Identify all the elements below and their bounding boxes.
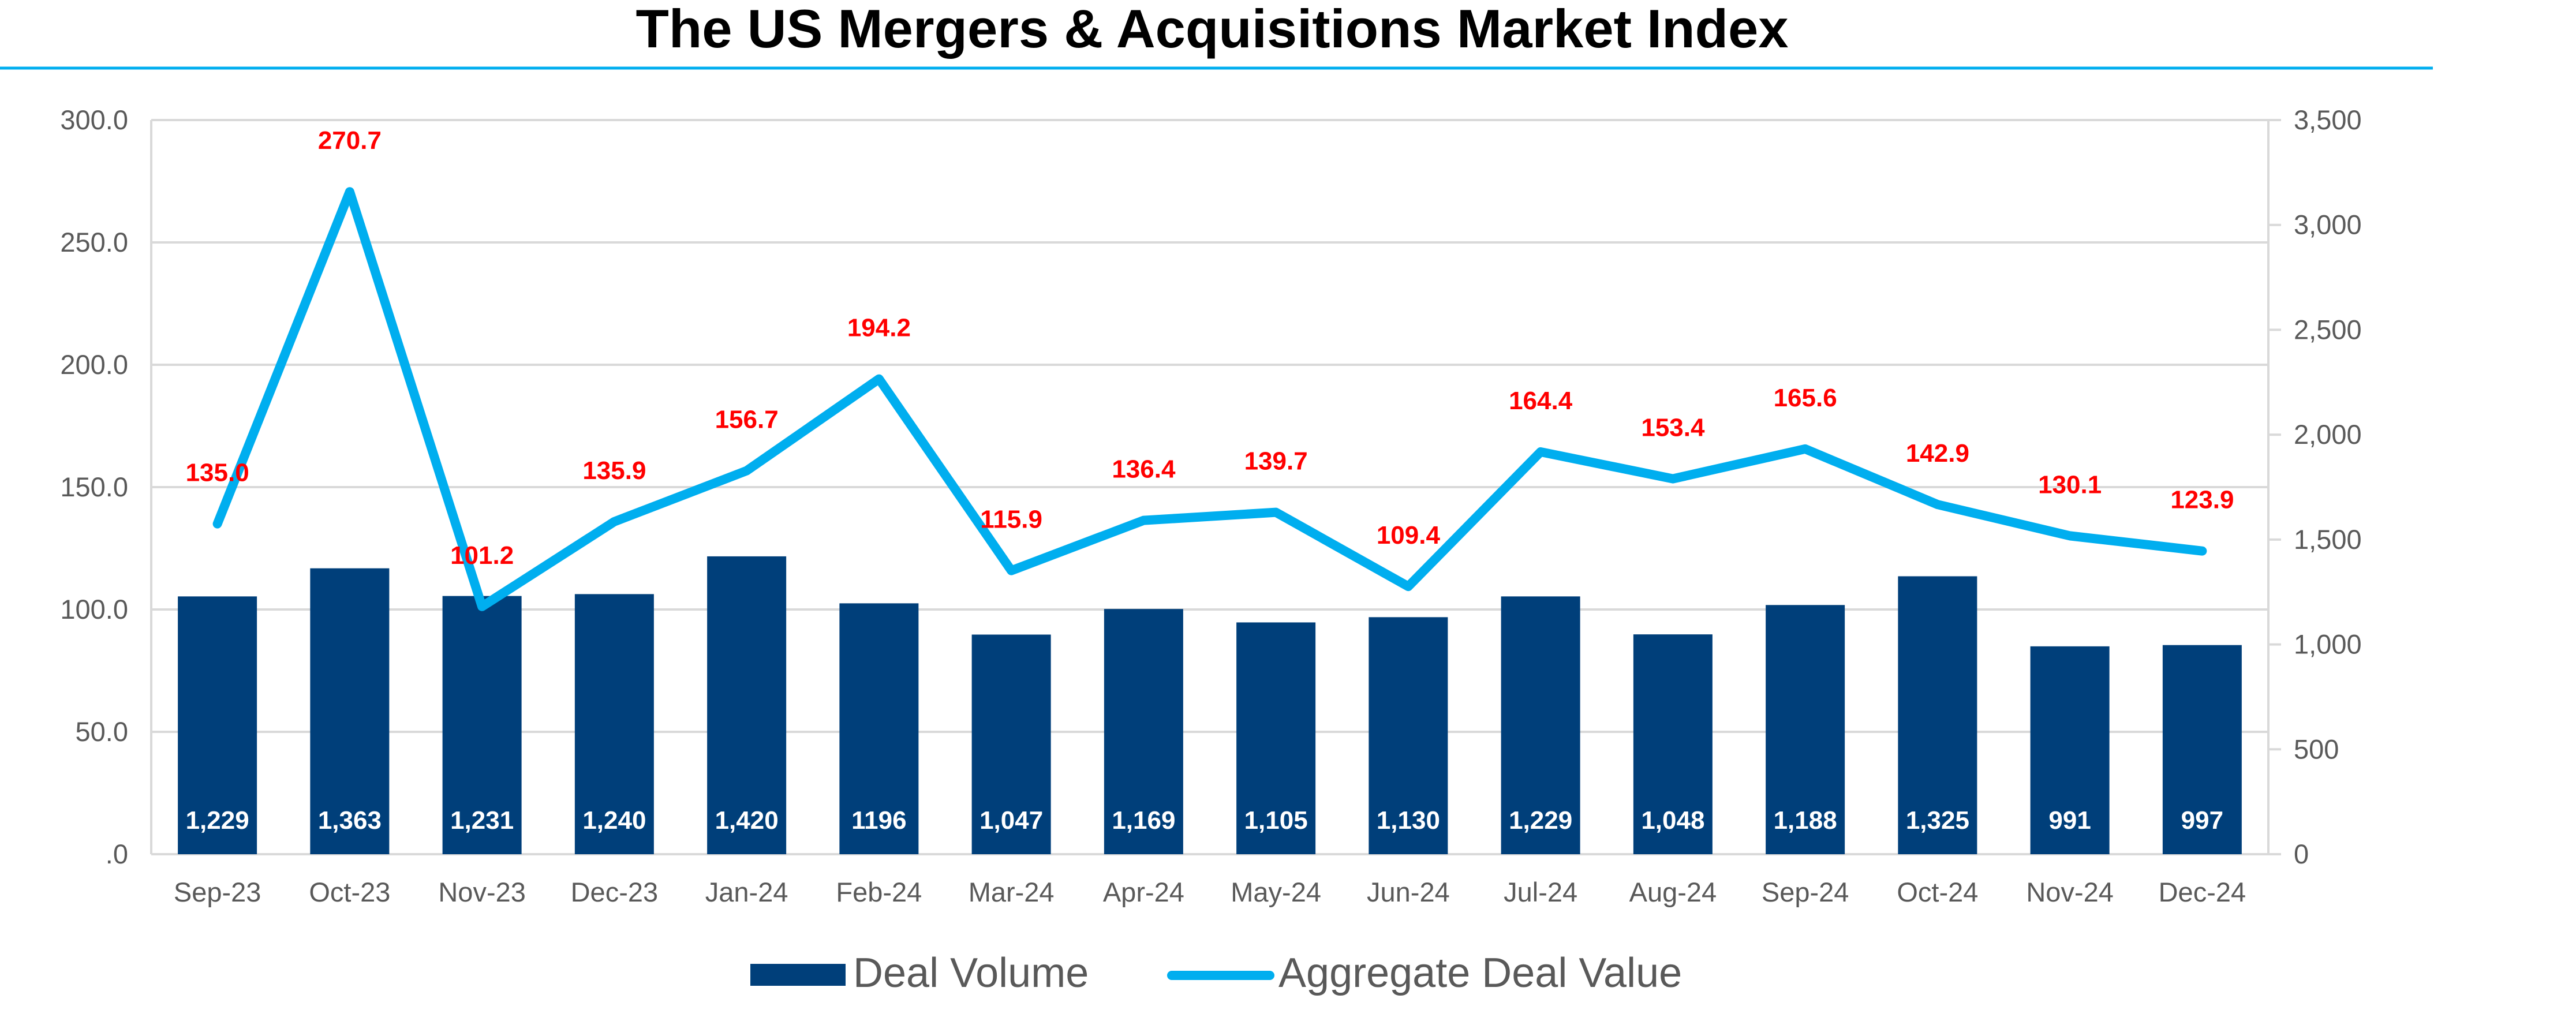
deal-volume-label: 1196 <box>851 806 906 835</box>
deal-volume-bar <box>1633 634 1713 854</box>
deal-volume-label: 1,169 <box>1112 806 1175 835</box>
x-axis-tick-label: Nov-23 <box>438 877 526 907</box>
aggregate-deal-value-line <box>212 187 2207 611</box>
left-axis-tick-label: 200.0 <box>60 349 128 380</box>
axes: .0 50.0 100.0 150.0 200.0 250.0 300.0 0 500 1,000… <box>60 104 2361 907</box>
deal-volume-bar <box>1369 617 1448 854</box>
legend: Deal Volume Aggregate Deal Value <box>750 950 1682 996</box>
right-axis-tick-label: 1,500 <box>2294 524 2362 555</box>
right-axis-tick-label: 0 <box>2294 839 2309 869</box>
deal-volume-label: 1,105 <box>1244 806 1308 835</box>
deal-volume-bar <box>971 634 1051 854</box>
x-axis-tick-label: Sep-24 <box>1762 877 1849 907</box>
aggregate-deal-value-label: 115.9 <box>980 506 1042 534</box>
x-axis-tick-label: Dec-24 <box>2159 877 2246 907</box>
data-labels: 1,229 1,363 1,231 1,240 1,420 1196 1,047 1,169 1… <box>186 126 2234 835</box>
deal-volume-bar <box>310 568 390 854</box>
x-axis-tick-label: Feb-24 <box>836 877 922 907</box>
right-axis-tick-label: 2,500 <box>2294 314 2362 345</box>
x-axis-tick-label: Oct-24 <box>1897 877 1978 907</box>
aggregate-deal-value-label: 130.1 <box>2038 470 2102 499</box>
right-axis-tick-label: 500 <box>2294 734 2339 764</box>
deal-volume-label: 1,130 <box>1377 806 1440 835</box>
aggregate-deal-value-label: 101.2 <box>450 541 514 570</box>
deal-volume-bar <box>707 556 787 854</box>
deal-volume-label: 997 <box>2181 806 2223 835</box>
right-axis-tick-label: 2,000 <box>2294 419 2362 450</box>
x-axis-tick-label: Mar-24 <box>969 877 1055 907</box>
deal-volume-bar <box>1104 609 1183 854</box>
aggregate-deal-value-label: 109.4 <box>1377 521 1441 549</box>
deal-volume-bar <box>1236 622 1316 854</box>
aggregate-deal-value-label: 142.9 <box>1906 439 1969 468</box>
aggregate-deal-value-label: 164.4 <box>1509 387 1573 415</box>
x-axis-tick-label: Sep-23 <box>174 877 261 907</box>
left-axis-tick-label: 300.0 <box>60 104 128 135</box>
deal-volume-bar <box>574 594 654 854</box>
aggregate-deal-value-label: 156.7 <box>715 406 779 434</box>
aggregate-deal-value-label: 123.9 <box>2170 486 2234 514</box>
legend-label-deal-volume: Deal Volume <box>853 950 1089 996</box>
deal-volume-label: 1,231 <box>450 806 514 835</box>
x-axis-tick-label: Dec-23 <box>571 877 659 907</box>
deal-volume-label: 1,188 <box>1774 806 1837 835</box>
legend-swatch-deal-volume <box>750 964 846 986</box>
aggregate-deal-value-label: 135.0 <box>186 459 249 487</box>
aggregate-deal-value-label: 153.4 <box>1641 414 1705 442</box>
x-axis-tick-label: May-24 <box>1231 877 1321 907</box>
x-axis-tick-label: Jun-24 <box>1367 877 1450 907</box>
right-axis-tick-label: 3,000 <box>2294 210 2362 240</box>
deal-volume-bar <box>178 596 257 854</box>
deal-volume-bar <box>442 596 522 854</box>
deal-volume-label: 1,363 <box>318 806 382 835</box>
left-axis-tick-label: 150.0 <box>60 472 128 502</box>
aggregate-deal-value-label: 165.6 <box>1774 384 1837 412</box>
x-axis-tick-label: Apr-24 <box>1103 877 1184 907</box>
left-axis-tick-label: 250.0 <box>60 227 128 257</box>
x-axis-tick-label: Oct-23 <box>309 877 390 907</box>
deal-volume-bar <box>1766 605 1845 854</box>
deal-volume-label: 1,240 <box>582 806 646 835</box>
x-axis-tick-label: Jan-24 <box>705 877 788 907</box>
legend-label-aggregate-deal-value: Aggregate Deal Value <box>1278 950 1682 996</box>
left-axis-tick-label: 100.0 <box>60 594 128 624</box>
deal-volume-label: 991 <box>2048 806 2091 835</box>
deal-volume-label: 1,420 <box>715 806 779 835</box>
deal-volume-bar <box>2162 645 2242 854</box>
deal-volume-bar <box>839 603 919 854</box>
deal-volume-bars <box>178 556 2242 854</box>
aggregate-deal-value-label: 135.9 <box>582 457 646 485</box>
deal-volume-bar <box>2030 646 2110 854</box>
aggregate-deal-value-label: 136.4 <box>1112 455 1176 484</box>
left-axis-tick-label: .0 <box>106 839 128 869</box>
deal-volume-label: 1,229 <box>186 806 249 835</box>
deal-volume-label: 1,048 <box>1641 806 1704 835</box>
x-axis-tick-label: Aug-24 <box>1629 877 1717 907</box>
chart-title: The US Mergers & Acquisitions Market Ind… <box>635 0 1788 59</box>
x-axis-tick-label: Jul-24 <box>1504 877 1577 907</box>
deal-volume-label: 1,047 <box>979 806 1043 835</box>
aggregate-deal-value-label: 194.2 <box>847 314 911 342</box>
deal-volume-label: 1,325 <box>1906 806 1969 835</box>
deal-volume-bar <box>1898 576 1977 854</box>
left-axis-tick-label: 50.0 <box>76 716 128 747</box>
x-axis-tick-label: Nov-24 <box>2026 877 2114 907</box>
deal-volume-bar <box>1501 596 1580 854</box>
right-axis-tick-label: 3,500 <box>2294 104 2362 135</box>
aggregate-deal-value-polyline <box>212 187 2207 611</box>
aggregate-deal-value-label: 139.7 <box>1244 447 1308 476</box>
right-axis-tick-label: 1,000 <box>2294 629 2362 660</box>
deal-volume-label: 1,229 <box>1509 806 1572 835</box>
aggregate-deal-value-label: 270.7 <box>318 126 382 155</box>
